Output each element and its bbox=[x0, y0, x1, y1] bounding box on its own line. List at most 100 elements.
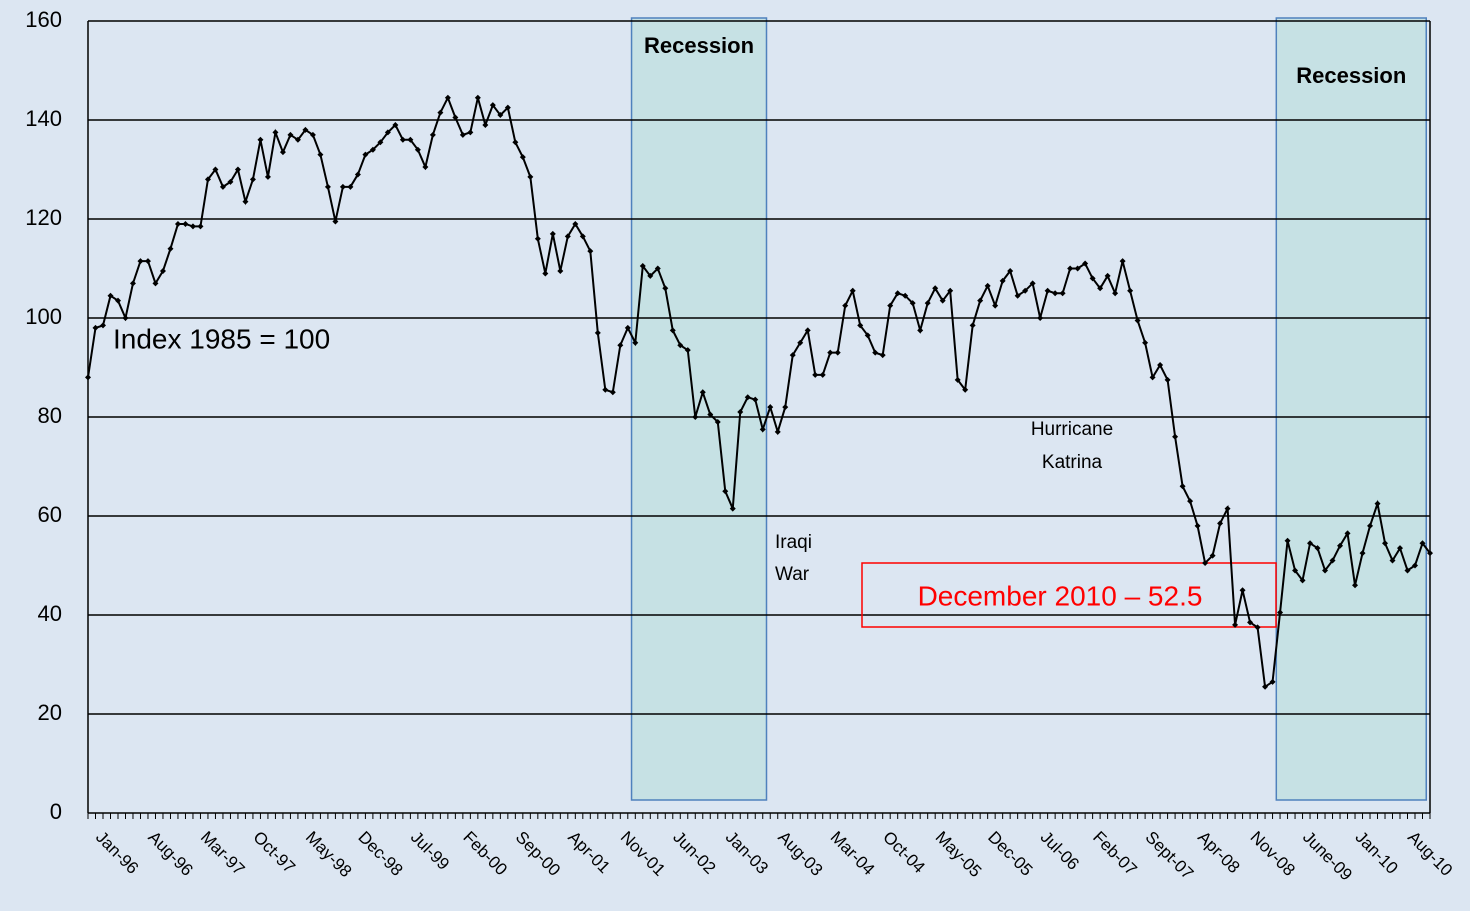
data-point bbox=[107, 292, 114, 299]
data-point bbox=[579, 233, 586, 240]
data-point bbox=[879, 352, 886, 359]
data-point bbox=[1164, 376, 1171, 383]
data-point bbox=[782, 404, 789, 411]
data-point bbox=[722, 488, 729, 495]
data-point bbox=[512, 139, 519, 146]
data-point bbox=[1337, 542, 1344, 549]
data-point bbox=[684, 347, 691, 354]
data-point bbox=[1119, 258, 1126, 265]
data-point bbox=[939, 297, 946, 304]
data-point bbox=[624, 324, 631, 331]
data-point bbox=[534, 235, 541, 242]
data-point bbox=[1382, 540, 1389, 547]
data-point bbox=[369, 146, 376, 153]
data-point bbox=[767, 404, 774, 411]
data-point bbox=[984, 282, 991, 289]
data-point bbox=[707, 411, 714, 418]
data-point bbox=[1044, 287, 1051, 294]
data-point bbox=[452, 114, 459, 121]
data-point bbox=[744, 394, 751, 401]
data-point bbox=[932, 285, 939, 292]
data-point bbox=[1427, 550, 1433, 557]
data-point bbox=[729, 505, 736, 512]
data-point bbox=[407, 136, 414, 143]
data-point bbox=[234, 166, 241, 173]
data-point bbox=[1179, 483, 1186, 490]
data-point bbox=[392, 121, 399, 128]
data-point bbox=[669, 327, 676, 334]
data-point bbox=[1142, 339, 1149, 346]
data-point bbox=[1209, 552, 1216, 559]
data-point bbox=[1187, 498, 1194, 505]
data-point bbox=[159, 267, 166, 274]
data-point bbox=[842, 302, 849, 309]
data-point bbox=[354, 171, 361, 178]
annotation: December 2010 – 52.5 bbox=[918, 580, 1203, 611]
data-point bbox=[662, 285, 669, 292]
data-point bbox=[197, 223, 204, 230]
data-point bbox=[819, 371, 826, 378]
data-point bbox=[969, 322, 976, 329]
data-point bbox=[399, 136, 406, 143]
data-point bbox=[204, 176, 211, 183]
recession-label: Recession bbox=[1296, 63, 1406, 88]
annotation-box bbox=[861, 562, 1277, 628]
data-point bbox=[287, 131, 294, 138]
data-point bbox=[189, 223, 196, 230]
data-point bbox=[692, 414, 699, 420]
data-point bbox=[152, 280, 159, 287]
data-point bbox=[1359, 550, 1366, 557]
data-point bbox=[647, 272, 654, 279]
data-point bbox=[122, 315, 129, 321]
data-point bbox=[857, 322, 864, 329]
data-point bbox=[789, 352, 796, 359]
annotation: Hurricane bbox=[1031, 419, 1113, 440]
data-point bbox=[1247, 619, 1254, 626]
data-point bbox=[677, 342, 684, 349]
data-point bbox=[264, 173, 271, 180]
data-point bbox=[182, 220, 189, 227]
data-point bbox=[1329, 557, 1336, 564]
data-point bbox=[1232, 621, 1239, 628]
data-point bbox=[1089, 275, 1096, 282]
data-point bbox=[467, 129, 474, 136]
y-tick-label: 100 bbox=[25, 304, 62, 329]
data-point bbox=[1239, 587, 1246, 594]
data-point bbox=[1172, 433, 1179, 440]
data-point bbox=[834, 349, 841, 356]
data-point bbox=[437, 109, 444, 116]
data-point bbox=[1134, 317, 1141, 324]
data-point bbox=[1389, 557, 1396, 564]
data-point bbox=[557, 267, 564, 274]
data-point bbox=[849, 287, 856, 294]
data-point bbox=[1014, 292, 1021, 299]
data-point bbox=[1284, 537, 1291, 544]
data-point bbox=[137, 258, 144, 265]
data-point bbox=[609, 389, 616, 396]
data-point bbox=[227, 178, 234, 185]
data-point bbox=[1097, 285, 1104, 292]
data-point bbox=[362, 151, 369, 158]
data-point bbox=[804, 327, 811, 334]
data-point bbox=[474, 94, 481, 101]
data-point bbox=[339, 183, 346, 190]
data-point bbox=[902, 292, 909, 299]
data-point bbox=[504, 104, 511, 111]
data-point bbox=[347, 183, 354, 190]
data-point bbox=[602, 386, 609, 393]
data-point bbox=[924, 300, 931, 307]
data-point bbox=[99, 322, 106, 329]
data-point bbox=[977, 297, 984, 304]
data-point bbox=[444, 94, 451, 101]
data-point bbox=[174, 220, 181, 227]
data-point bbox=[1194, 522, 1201, 529]
data-point bbox=[1217, 520, 1224, 527]
annotation: Iraqi bbox=[775, 532, 812, 553]
data-point bbox=[1104, 272, 1111, 279]
data-point bbox=[774, 428, 781, 435]
data-point bbox=[1397, 545, 1404, 552]
data-point bbox=[827, 349, 834, 356]
data-point bbox=[1412, 562, 1419, 569]
data-point bbox=[1074, 265, 1081, 272]
data-point bbox=[317, 151, 324, 158]
